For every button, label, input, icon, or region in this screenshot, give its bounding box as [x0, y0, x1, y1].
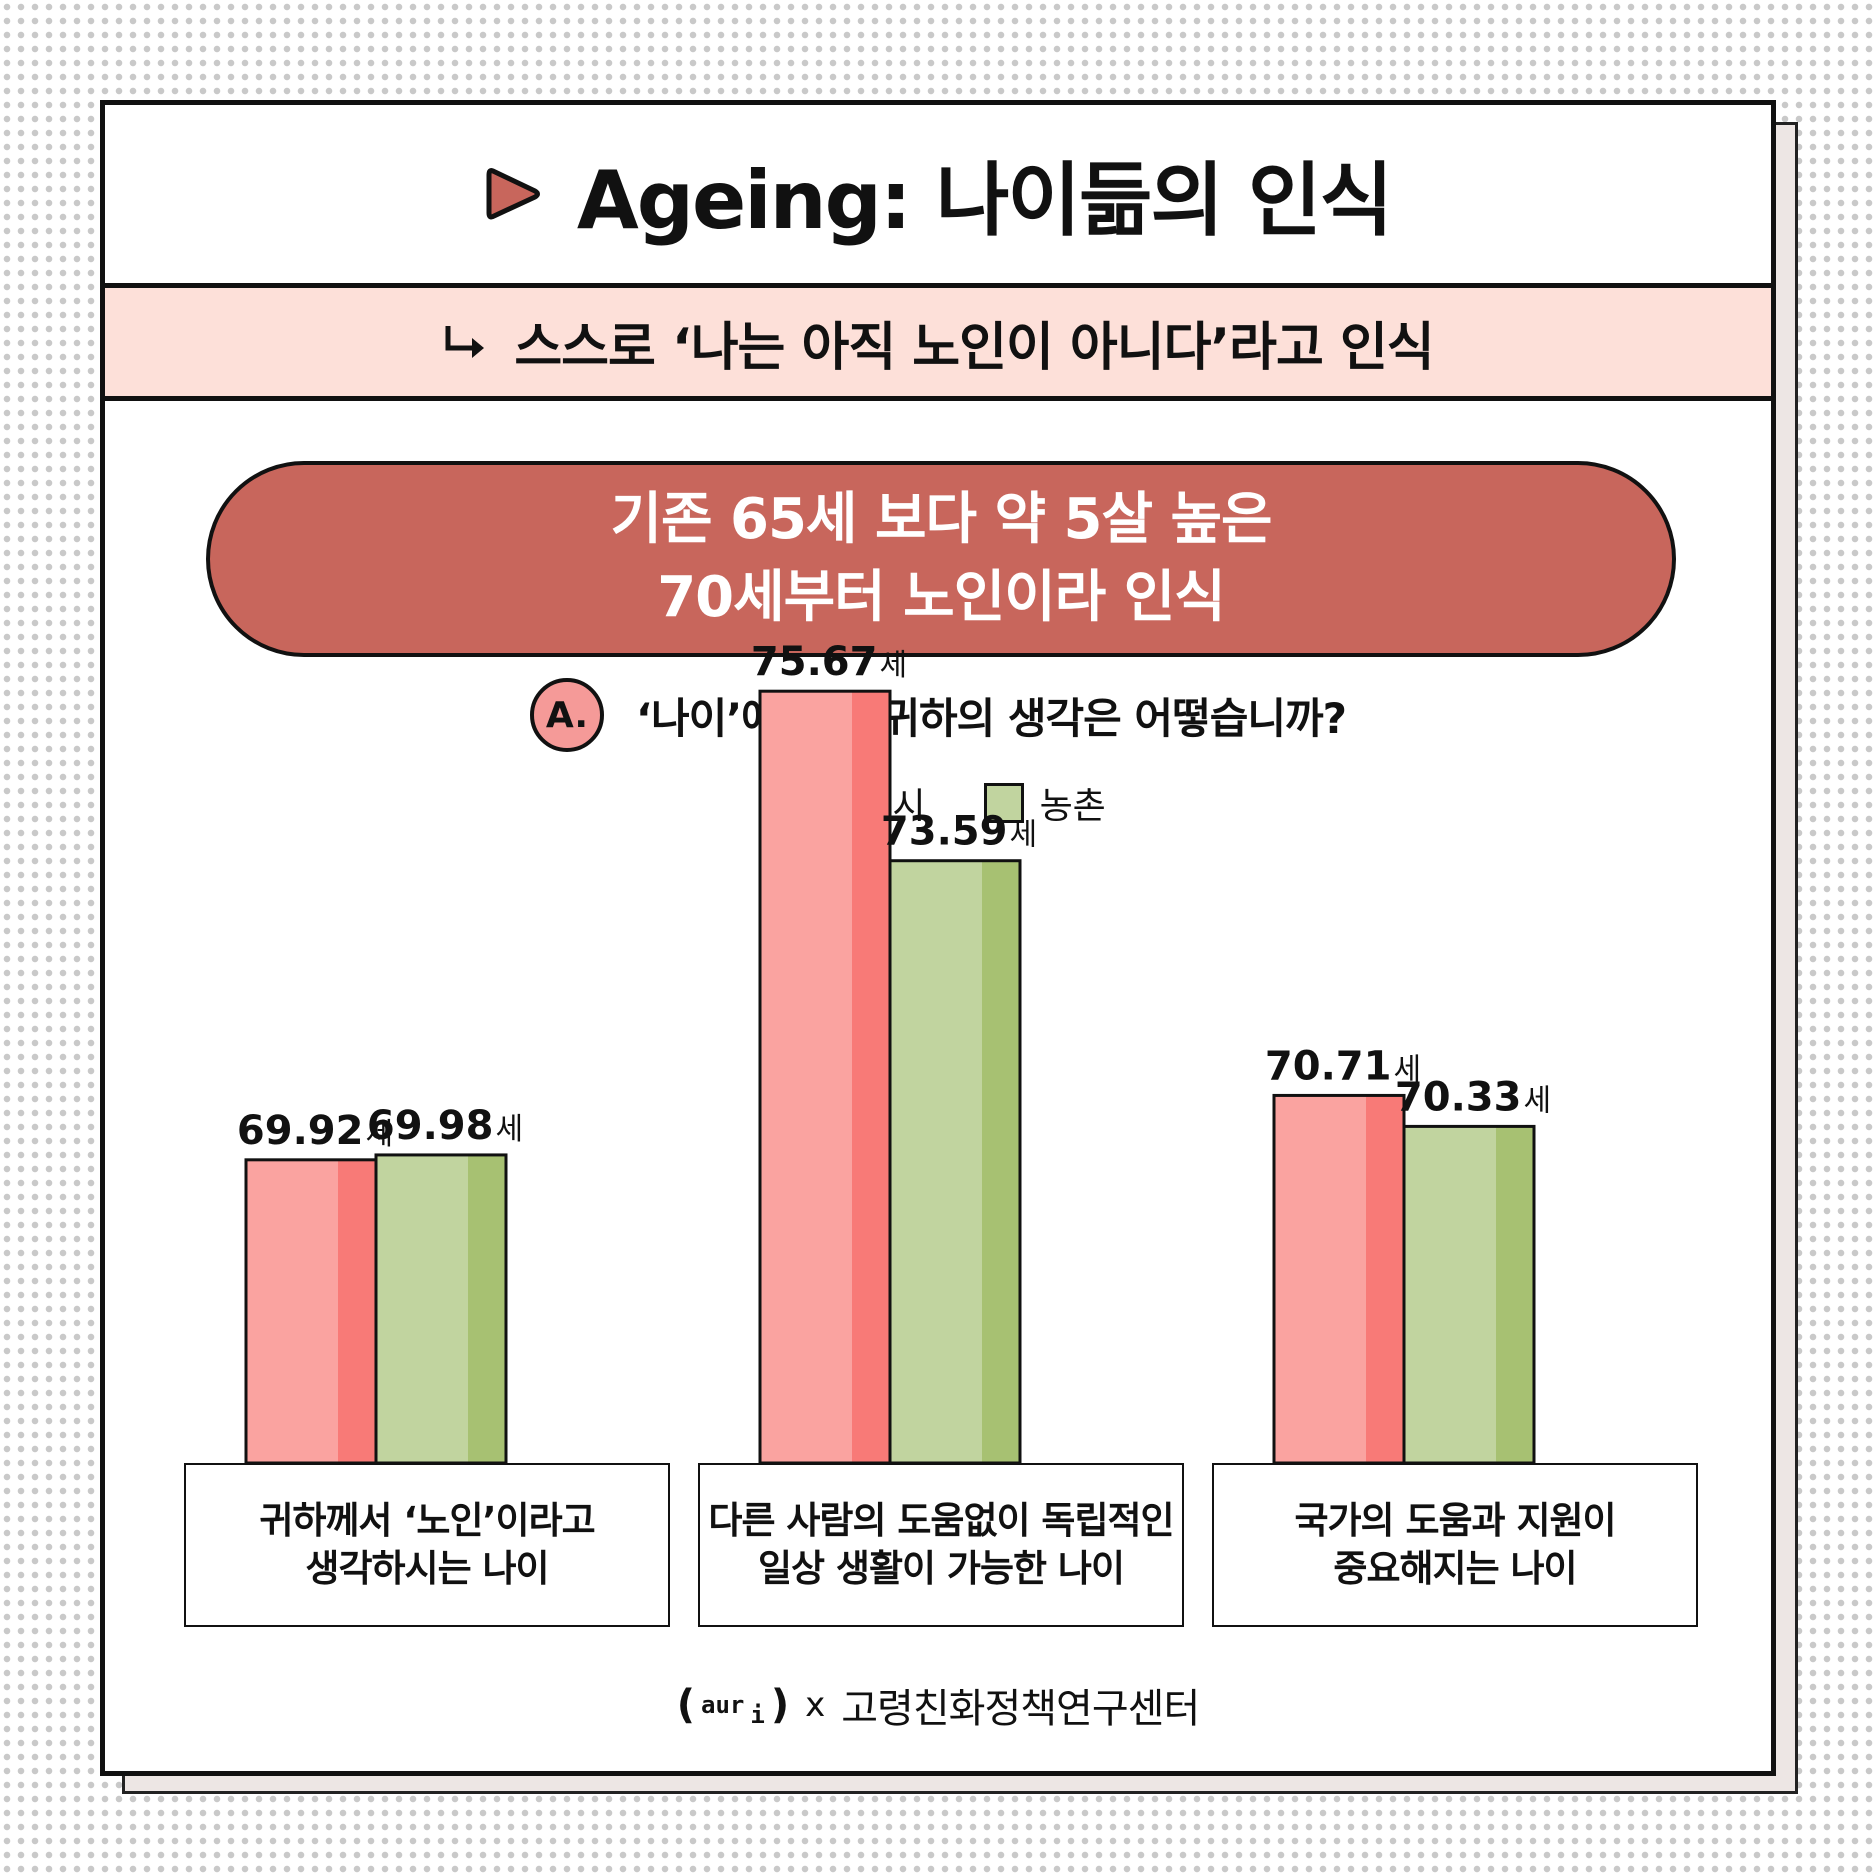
category-box-1: 귀하께서 ‘노인’이라고 생각하시는 나이	[184, 1463, 670, 1627]
bar-metro-1	[244, 1158, 378, 1465]
value-label-metro-1: 69.92세	[237, 1108, 393, 1154]
legend-item-rural: 농촌	[983, 777, 1106, 829]
bar-metro-2	[758, 689, 892, 1465]
question-row: A. ‘나이’에 관한 귀하의 생각은 어떻습니까?	[105, 675, 1771, 755]
return-arrow-icon	[445, 326, 485, 358]
category-label-3: 국가의 도움과 지원이 중요해지는 나이	[1294, 1499, 1616, 1590]
highlight-line-1: 기존 65세 보다 약 5살 높은	[610, 487, 1272, 552]
value-label-rural-2: 73.59세	[881, 809, 1037, 855]
infographic-card: Ageing: 나이듦의 인식 스스로 ‘나는 아직 노인이 아니다’라고 인식…	[100, 100, 1776, 1776]
legend-swatch-rural	[983, 783, 1024, 823]
footer: ( aur i ) x 고령친화정책연구센터	[105, 1675, 1771, 1735]
bar-rural-2	[888, 859, 1022, 1465]
value-label-metro-3: 70.71세	[1265, 1043, 1421, 1089]
bar-rural-3	[1402, 1124, 1536, 1465]
footer-x: x	[805, 1685, 826, 1725]
play-icon	[486, 168, 540, 220]
category-label-2: 다른 사람의 도움없이 독립적인 일상 생활이 가능한 나이	[708, 1499, 1174, 1590]
category-box-2: 다른 사람의 도움없이 독립적인 일상 생활이 가능한 나이	[698, 1463, 1184, 1627]
title-row: Ageing: 나이듦의 인식	[105, 105, 1771, 283]
category-box-3: 국가의 도움과 지원이 중요해지는 나이	[1212, 1463, 1698, 1627]
question-badge: A.	[529, 678, 604, 752]
bar-metro-3	[1272, 1093, 1406, 1465]
value-label-rural-3: 70.33세	[1395, 1074, 1551, 1120]
footer-org: 고령친화정책연구센터	[841, 1686, 1200, 1732]
legend-label-rural: 농촌	[1039, 786, 1106, 827]
bar-rural-1	[374, 1153, 508, 1465]
question-text: ‘나이’에 관한 귀하의 생각은 어떻습니까?	[635, 693, 1347, 743]
page-title: Ageing: 나이듦의 인식	[576, 154, 1393, 247]
value-label-rural-1: 69.98세	[367, 1103, 523, 1149]
value-label-metro-2: 75.67세	[751, 639, 907, 685]
highlight-line-2: 70세부터 노인이라 인식	[657, 565, 1226, 630]
subtitle: 스스로 ‘나는 아직 노인이 아니다’라고 인식	[514, 317, 1434, 378]
subtitle-bar: 스스로 ‘나는 아직 노인이 아니다’라고 인식	[105, 283, 1771, 401]
auri-logo: ( aur i )	[676, 1682, 790, 1729]
highlight-pill: 기존 65세 보다 약 5살 높은 70세부터 노인이라 인식	[206, 461, 1676, 657]
category-label-1: 귀하께서 ‘노인’이라고 생각하시는 나이	[259, 1499, 595, 1590]
